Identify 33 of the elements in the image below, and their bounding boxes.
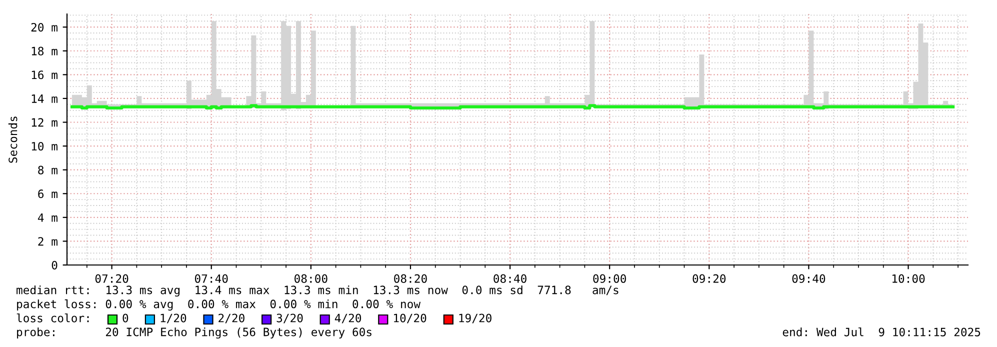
y-tick-label: 10 m bbox=[32, 142, 58, 151]
text: 3/20 bbox=[276, 314, 303, 324]
text: 0 bbox=[122, 314, 128, 322]
text: probe: 20 ICMP Echo Pings (56 Bytes) every 60s bbox=[17, 327, 372, 339]
y-tick-label: 18 m bbox=[32, 46, 58, 56]
x-tick-label: 08:00 bbox=[294, 274, 328, 283]
text: loss color: bbox=[16, 313, 89, 322]
y-tick-label: 4 m bbox=[38, 213, 58, 222]
text: 1/20 bbox=[160, 314, 186, 324]
text: median rtt: 13.3 ms avg 13.4 ms max 13.3 ms min 13.3 ms now 0.0 ms sd 771.8 am/s bbox=[16, 285, 618, 297]
text: 2/20 bbox=[218, 314, 244, 324]
y-tick-label: 16 m bbox=[32, 70, 58, 80]
y-tick-label: 0 bbox=[52, 260, 58, 270]
x-tick-label: 07:40 bbox=[194, 274, 228, 283]
y-tick-label: 2 m bbox=[38, 237, 58, 246]
y-tick-label: 20 m bbox=[31, 22, 58, 32]
text: 4/20 bbox=[334, 314, 362, 324]
text: end: Wed Jul 9 10:11:15 2025 bbox=[782, 327, 980, 336]
x-tick-label: 10:00 bbox=[892, 274, 925, 283]
x-tick-label: 08:20 bbox=[394, 274, 427, 283]
y-axis-title: Seconds bbox=[8, 116, 18, 163]
text: packet loss: 0.00 % avg 0.00 % max 0.00 % min 0.00 % now bbox=[17, 299, 421, 311]
y-tick-label: 12 m bbox=[32, 118, 58, 127]
x-tick-label: 08:40 bbox=[494, 274, 526, 283]
y-tick-label: 8 m bbox=[38, 166, 58, 174]
x-tick-label: 07:20 bbox=[95, 274, 128, 283]
y-tick-label: 6 m bbox=[38, 190, 58, 198]
x-tick-label: 09:40 bbox=[792, 274, 826, 283]
text: 19/20 bbox=[459, 314, 492, 324]
x-tick-label: 09:00 bbox=[593, 274, 626, 283]
x-tick-label: 09:20 bbox=[692, 274, 726, 283]
text: 10/20 bbox=[394, 314, 426, 324]
y-tick-label: 14 m bbox=[32, 94, 58, 103]
